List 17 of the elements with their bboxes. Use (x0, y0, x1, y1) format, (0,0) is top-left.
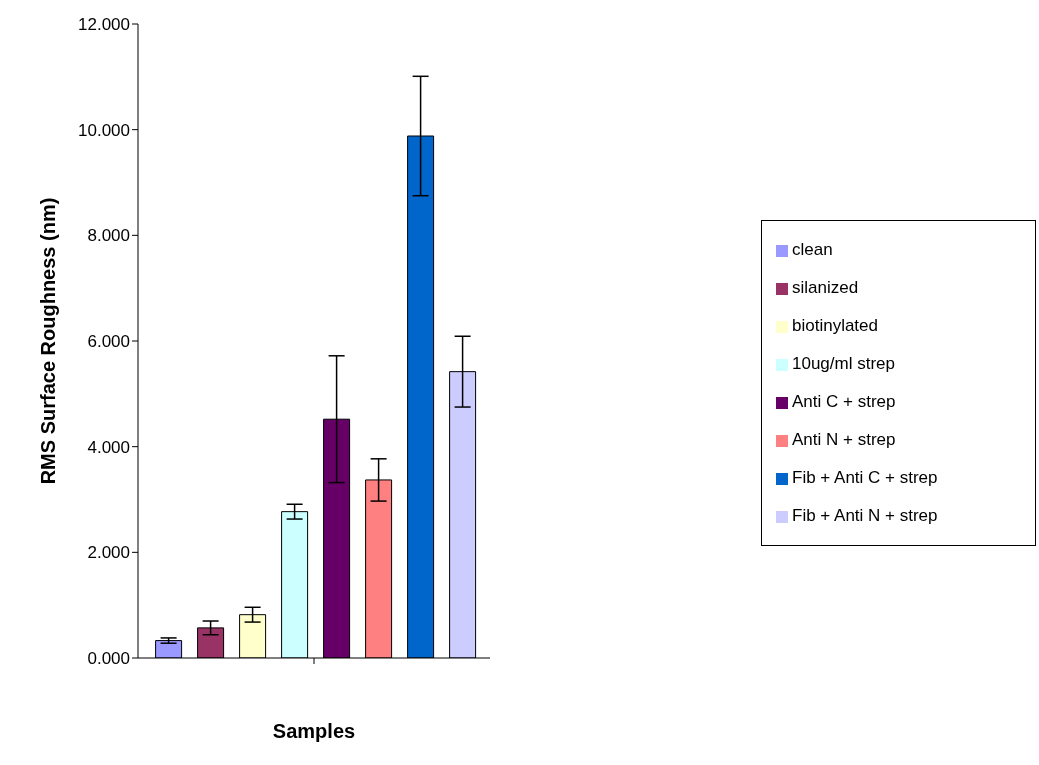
legend-label: Anti N + strep (792, 430, 896, 449)
y-axis-title: RMS Surface Roughness (nm) (37, 197, 60, 485)
y-tick-label: 0.000 (87, 649, 130, 669)
y-tick-label: 6.000 (87, 332, 130, 352)
legend-label: Fib + Anti C + strep (792, 468, 938, 487)
y-tick-label: 12.000 (78, 15, 130, 35)
legend-label: Anti C + strep (792, 392, 896, 411)
legend-label: Fib + Anti N + strep (792, 506, 938, 525)
y-tick-label: 10.000 (78, 120, 130, 140)
legend-label: clean (792, 240, 833, 259)
y-tick-label: 8.000 (87, 226, 130, 246)
legend-label: silanized (792, 278, 859, 297)
legend-label: 10ug/ml strep (792, 354, 895, 373)
x-axis-title: Samples (272, 720, 356, 742)
y-tick-label: 4.000 (87, 437, 130, 457)
legend-label: biotinylated (792, 316, 879, 335)
y-tick-label: 2.000 (87, 543, 130, 563)
